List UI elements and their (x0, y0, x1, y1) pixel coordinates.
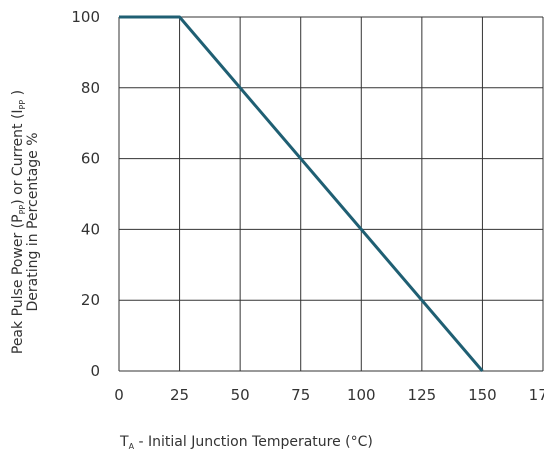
y-tick-label: 80 (81, 79, 100, 97)
x-tick-label: 75 (291, 386, 310, 404)
x-tick-labels: 0 25 50 75 100 125 150 175 (114, 386, 544, 404)
y-tick-label: 0 (90, 362, 100, 380)
y-tick-label: 40 (81, 220, 100, 238)
series-line-derating (119, 15, 484, 372)
series-layer (119, 15, 484, 372)
y-tick-label: 60 (81, 150, 100, 168)
y-axis-label-line-1: Peak Pulse Power (PPP) or Current (IPP ) (10, 90, 27, 354)
x-tick-label: 0 (114, 386, 124, 404)
x-tick-label: 50 (231, 386, 250, 404)
x-tick-label: 150 (468, 386, 497, 404)
y-axis-label: Peak Pulse Power (PPP) or Current (IPP )… (10, 90, 41, 354)
y-tick-label: 20 (81, 291, 100, 309)
y-axis-label-line-2: Derating in Percentage % (25, 132, 41, 311)
x-tick-label: 175 (529, 386, 544, 404)
y-tick-label: 100 (71, 8, 100, 26)
x-tick-label: 100 (347, 386, 376, 404)
grid (118, 16, 544, 372)
x-tick-label: 125 (408, 386, 437, 404)
x-tick-label: 25 (170, 386, 189, 404)
y-tick-labels: 0 20 40 60 80 100 (71, 8, 100, 380)
x-axis-label: TA - Initial Junction Temperature (°C) (119, 434, 373, 451)
